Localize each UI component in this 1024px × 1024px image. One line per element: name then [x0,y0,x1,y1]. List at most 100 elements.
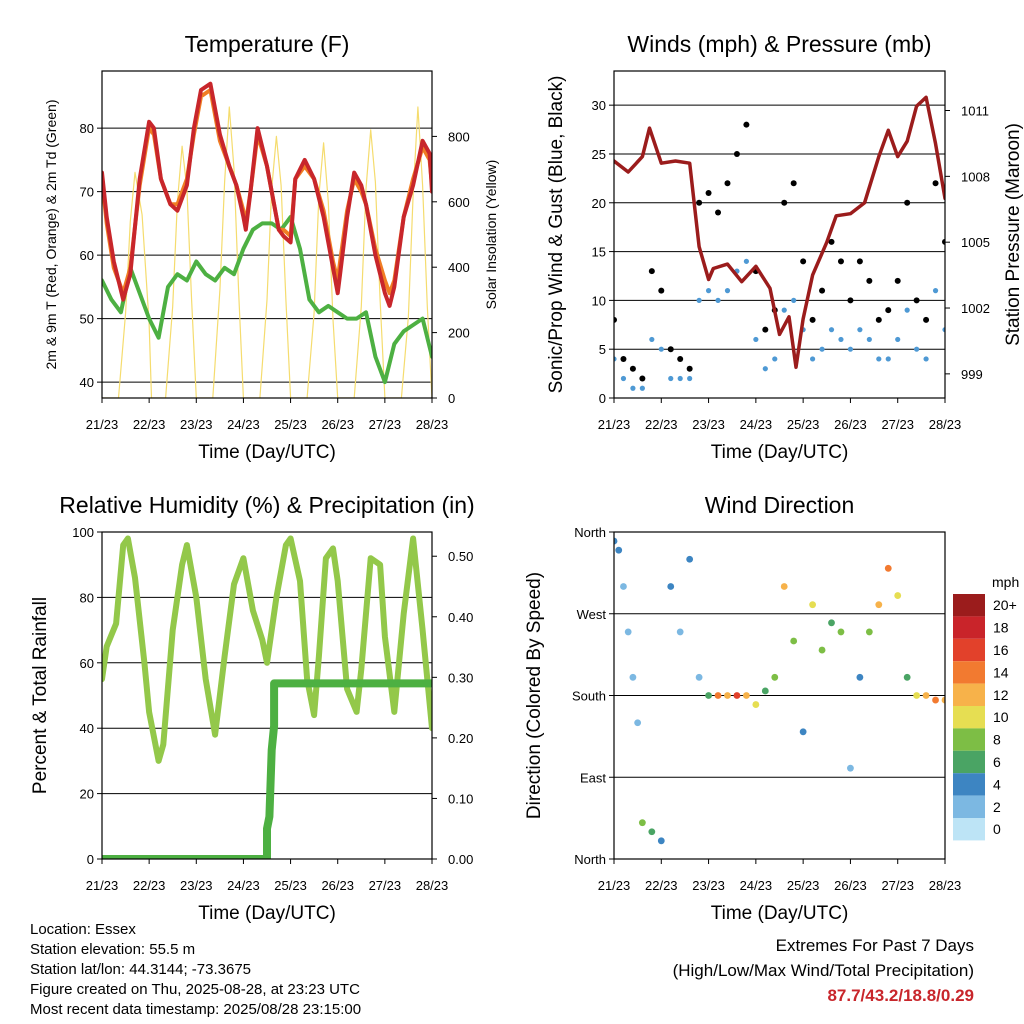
x-tick-label: 28/23 [416,417,449,432]
extremes-box: Extremes For Past 7 Days (High/Low/Max W… [673,933,974,1008]
point-gust [819,287,826,294]
colorbar-level: 4 [993,776,1001,792]
direction-point [629,673,637,681]
point-gust [828,238,835,245]
direction-point [733,692,741,699]
y-tick-label: 40 [80,721,94,736]
point-gust [790,180,797,187]
x-axis-label: Time (Day/UTC) [711,442,849,463]
point-gust [856,258,863,265]
point-gust [648,268,655,275]
x-tick-label: 21/23 [598,878,631,893]
y2-axis-label: Station Pressure (Maroon) [1003,123,1024,346]
point-wind [828,327,835,333]
colorbar-swatch [953,683,985,706]
data-layer [102,81,432,398]
point-wind [705,288,712,294]
direction-point [856,673,864,681]
direction-point [894,592,902,599]
point-wind [942,327,945,333]
point-wind [847,346,854,352]
y2-tick-label: 1002 [961,301,990,316]
point-gust [639,375,646,382]
direction-point [705,692,712,699]
point-wind [639,385,645,391]
point-gust [658,287,665,294]
y-tick-label: 30 [592,98,606,113]
direction-point [922,692,930,699]
point-gust [677,355,684,362]
line-rh [102,535,432,764]
line-2m-t [102,81,432,308]
colorbar-level: 8 [993,732,1001,748]
colorbar: mph 20+ 18 16 14 12 10 8 6 4 2 0 [953,574,1019,841]
point-wind [715,297,721,303]
y2-tick-label: 0.10 [448,791,473,806]
x-tick-label: 26/23 [834,878,867,893]
y2-tick-label: 400 [448,260,470,275]
x-tick-label: 26/23 [321,878,354,893]
x-tick-label: 28/23 [416,878,449,893]
direction-point [686,555,694,563]
point-gust [781,199,788,206]
point-wind [857,327,863,333]
y-tick-label: 60 [80,248,94,263]
x-tick-label: 21/23 [86,417,119,432]
x-tick-label: 27/23 [881,878,914,893]
point-gust [629,365,636,372]
x-tick-label: 22/23 [645,878,678,893]
point-wind [614,356,617,362]
colorbar-label: mph [992,574,1019,590]
point-wind [914,346,920,352]
y-tick-label: South [572,689,606,704]
point-gust [686,365,693,372]
y-tick-label: 40 [80,375,94,390]
direction-point [790,637,798,645]
recent-timestamp: Most recent data timestamp: 2025/08/28 2… [30,1001,362,1018]
x-axis-label: Time (Day/UTC) [198,442,336,463]
y-tick-label: 20 [80,787,94,802]
line-total-rainfall [102,679,432,859]
point-wind [781,307,787,313]
x-tick-label: 23/23 [180,878,213,893]
point-wind [677,375,683,382]
plot-frame [101,70,433,399]
y-tick-label: 50 [80,312,94,327]
colorbar-level: 6 [993,754,1001,770]
y2-tick-label: 0.20 [448,731,473,746]
y-tick-label: 10 [592,293,606,308]
direction-point [714,692,722,699]
point-wind [895,336,901,343]
data-layer [614,95,945,391]
direction-point [771,673,779,681]
figure-created: Figure created on Thu, 2025-08-28, at 23… [30,981,360,998]
x-tick-label: 22/23 [645,417,678,432]
x-tick-label: 27/23 [369,878,402,893]
y-tick-label: 80 [80,590,94,605]
y2-tick-label: 600 [448,195,470,210]
y-axis-label: Percent & Total Rainfall [30,597,51,794]
colorbar-swatch [953,594,985,617]
point-wind [620,375,627,382]
direction-point [847,764,854,772]
point-gust [923,316,930,323]
line-pressure [614,95,945,370]
y-axis-label: Sonic/Prop Wind & Gust (Blue, Black) [546,76,567,394]
point-gust [837,258,844,265]
direction-point [615,546,623,554]
extremes-values: 87.7/43.2/18.8/0.29 [827,986,974,1005]
x-tick-label: 25/23 [274,417,307,432]
direction-point [799,728,807,736]
direction-point [648,828,656,836]
x-axis-label: Time (Day/UTC) [711,903,849,924]
direction-point [695,673,703,681]
y-tick-label: 70 [80,185,94,200]
direction-point [761,687,769,695]
y-tick-label: 100 [72,525,94,540]
direction-point [638,819,646,827]
y2-tick-label: 800 [448,129,470,144]
station-info: Location: Essex Station elevation: 55.5 … [30,920,361,1020]
y2-tick-label: 1011 [961,104,989,119]
colorbar-level: 10 [993,709,1009,725]
y-tick-label: 15 [592,245,606,260]
